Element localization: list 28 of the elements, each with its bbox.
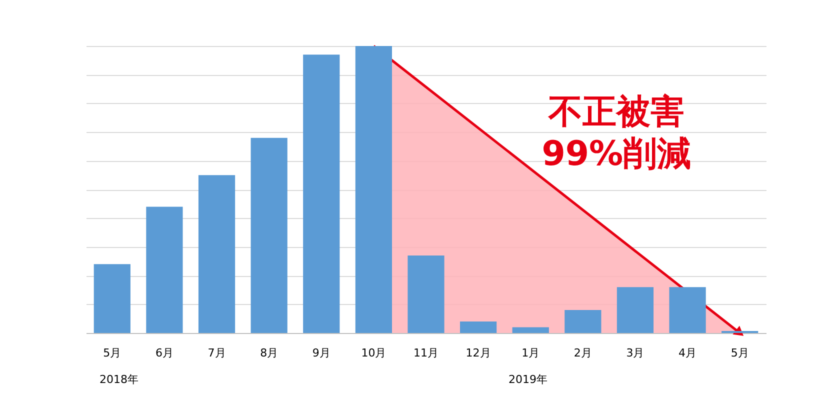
bar	[198, 175, 236, 333]
text: 2018年	[100, 373, 138, 386]
bar	[303, 54, 340, 333]
bar	[355, 46, 392, 333]
bar	[94, 264, 130, 333]
bar	[250, 138, 288, 333]
x-tick-label: 1月	[522, 346, 540, 360]
annotation: 不正被害 99%削減	[542, 92, 692, 174]
bar	[669, 287, 706, 333]
x-tick-label: 3月	[626, 346, 644, 360]
x-tick-label: 2月	[574, 346, 592, 360]
x-tick-label: 8月	[260, 346, 278, 360]
x-tick-label: 5月	[103, 346, 122, 360]
bar	[616, 287, 654, 333]
x-tick-label: 5月	[730, 346, 749, 360]
x-tick-label: 9月	[312, 346, 330, 360]
x-tick-label: 7月	[208, 346, 226, 360]
bar	[512, 327, 549, 333]
x-tick-label: 12月	[466, 346, 491, 360]
text: 2019年	[508, 373, 548, 386]
x-tick-label: 10月	[361, 346, 386, 360]
bar	[460, 322, 497, 333]
x-tick-label: 6月	[155, 346, 174, 360]
x-tick-label: 11月	[414, 346, 438, 360]
x-tick-label: 4月	[678, 346, 697, 360]
bar	[146, 206, 183, 333]
bar	[564, 310, 602, 333]
bar	[408, 256, 444, 333]
